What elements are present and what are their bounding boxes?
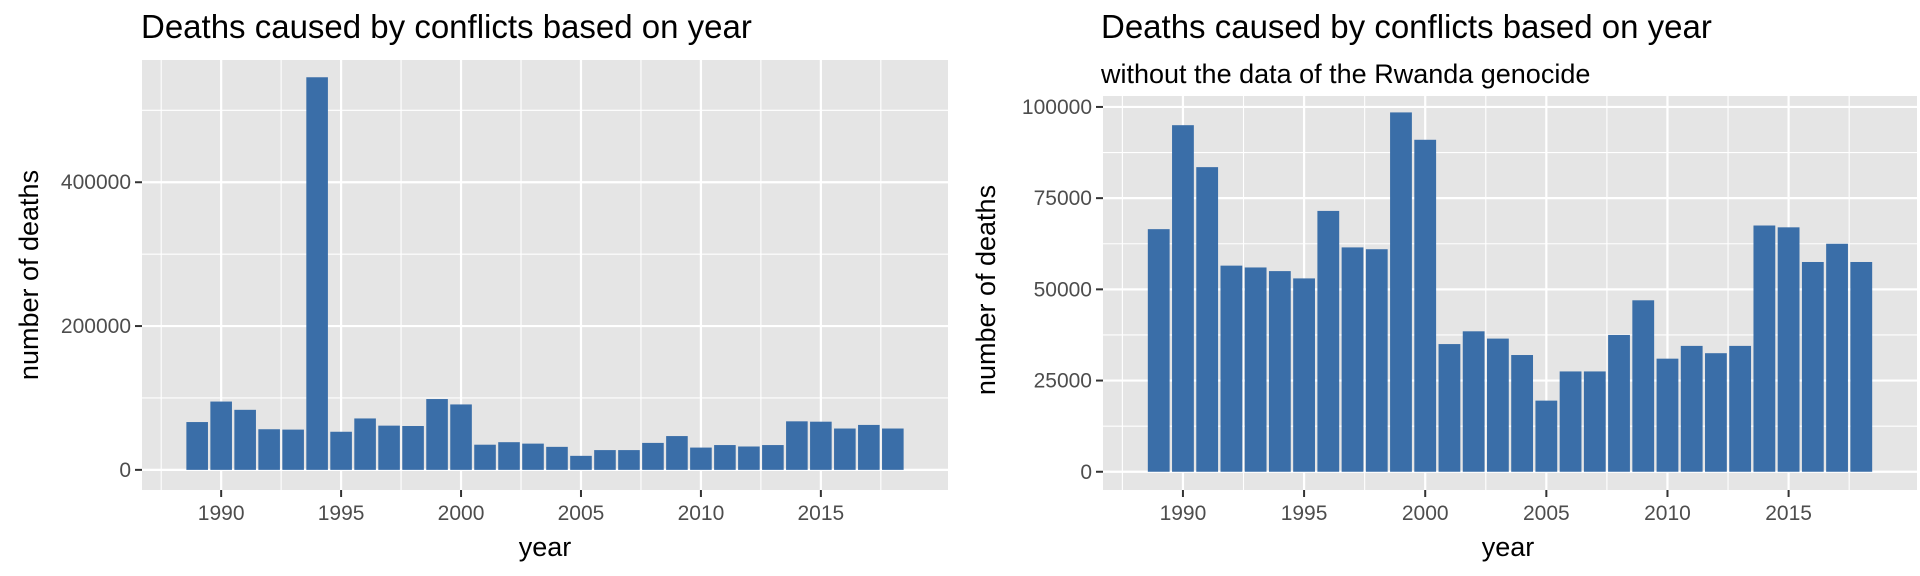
chart-right-bar xyxy=(1680,345,1703,472)
chart-left-title: Deaths caused by conflicts based on year xyxy=(141,8,752,45)
chart-right-axes: 1990 1995 2000 2005 2010 2015 0 25000 50000 75000… xyxy=(1022,96,1812,525)
chart-left-x-tick-label: 1995 xyxy=(318,502,365,525)
chart-left-bar xyxy=(330,431,352,470)
chart-right-bar xyxy=(1559,371,1582,472)
chart-right-bar xyxy=(1535,400,1558,472)
chart-right-bar xyxy=(1729,345,1752,472)
chart-right-bar xyxy=(1753,225,1776,472)
chart-right-bar xyxy=(1196,167,1219,472)
chart-left-y-tick-label: 0 xyxy=(119,459,131,482)
chart-right-bar xyxy=(1656,358,1679,472)
chart-right-bar xyxy=(1341,247,1364,472)
chart-right-bar xyxy=(1826,243,1848,472)
chart-right-bar xyxy=(1777,227,1800,472)
chart-right-y-tick-label: 75000 xyxy=(1034,187,1092,210)
chart-right-y-tick-label: 0 xyxy=(1080,461,1092,484)
chart-right-y-axis-title: number of deaths xyxy=(971,185,1001,395)
chart-right-bar xyxy=(1220,265,1243,472)
chart-left-bar xyxy=(714,445,736,470)
chart-left-bar xyxy=(882,428,904,470)
chart-right-bar xyxy=(1390,112,1412,472)
chart-right-bar xyxy=(1486,338,1509,472)
chart-right-bar xyxy=(1801,261,1824,472)
chart-right-bar xyxy=(1511,355,1534,472)
chart-left-bar xyxy=(546,446,568,470)
chart-left-bar xyxy=(450,404,472,470)
chart-right-bar xyxy=(1705,353,1727,472)
chart-left-x-tick-label: 2005 xyxy=(558,502,605,525)
chart-right-bar xyxy=(1244,267,1267,472)
chart-right-x-tick-label: 2010 xyxy=(1644,502,1691,525)
chart-left-bar xyxy=(786,421,808,470)
chart-left-bar xyxy=(306,77,328,470)
chart-left-x-tick-label: 2010 xyxy=(678,502,725,525)
chart-left-bar xyxy=(402,426,424,470)
chart-right-bar xyxy=(1293,278,1315,472)
chart-right-bar xyxy=(1317,210,1340,472)
chart-right-bar xyxy=(1365,249,1388,472)
chart-right-bar xyxy=(1147,229,1170,472)
chart-left-bar xyxy=(834,428,856,470)
chart-left-axes: 1990 1995 2000 2005 2010 2015 0 200000 400000 xyxy=(61,171,844,525)
chart-left-x-tick-label: 1990 xyxy=(198,502,245,525)
chart-right-bar xyxy=(1414,139,1437,472)
chart-left-bar xyxy=(354,418,376,470)
chart-left-bar xyxy=(642,442,664,470)
chart-left: Deaths caused by conflicts based on year… xyxy=(14,8,948,562)
chart-right-x-axis-title: year xyxy=(1482,532,1535,562)
chart-left-bar xyxy=(810,421,832,470)
chart-right-subtitle: without the data of the Rwanda genocide xyxy=(1100,59,1590,89)
chart-left-x-tick-label: 2015 xyxy=(798,502,845,525)
chart-left-bar xyxy=(738,446,760,470)
chart-left-bar xyxy=(378,425,400,470)
chart-left-x-tick-label: 2000 xyxy=(438,502,485,525)
chart-right-y-tick-label: 100000 xyxy=(1022,96,1092,119)
chart-right-title: Deaths caused by conflicts based on year xyxy=(1101,8,1712,45)
chart-right-bar xyxy=(1438,344,1461,472)
chart-left-x-axis-title: year xyxy=(519,532,572,562)
chart-left-bar xyxy=(474,444,496,470)
chart-left-panel xyxy=(142,60,948,490)
chart-right-bar xyxy=(1172,125,1194,472)
chart-right-bar xyxy=(1268,271,1291,472)
chart-left-y-axis-title: number of deaths xyxy=(14,170,44,380)
chart-left-bar xyxy=(210,401,232,470)
chart-left-bar xyxy=(258,429,280,470)
chart-right-bar xyxy=(1632,300,1655,472)
chart-right-x-tick-label: 2000 xyxy=(1402,502,1449,525)
chart-right-y-tick-label: 50000 xyxy=(1034,278,1092,301)
chart-left-bar xyxy=(666,436,688,470)
chart-right-bar xyxy=(1608,334,1630,472)
chart-left-bar xyxy=(858,424,880,470)
chart-left-bar xyxy=(570,455,592,470)
chart-left-bar xyxy=(186,422,208,470)
chart-left-bar xyxy=(498,442,520,470)
chart-right-bar xyxy=(1850,261,1873,472)
chart-left-bar xyxy=(594,450,616,470)
chart-right-bars xyxy=(1147,112,1873,472)
chart-right-x-tick-label: 1990 xyxy=(1160,502,1207,525)
chart-left-bar xyxy=(690,447,712,470)
chart-right-bar xyxy=(1462,331,1485,472)
chart-left-bar xyxy=(522,443,544,470)
chart-left-bar xyxy=(762,445,784,470)
chart-right: Deaths caused by conflicts based on year… xyxy=(971,8,1917,562)
chart-right-x-tick-label: 2015 xyxy=(1765,502,1812,525)
chart-right-x-tick-label: 2005 xyxy=(1523,502,1570,525)
chart-left-bars xyxy=(186,77,904,470)
chart-left-y-tick-label: 400000 xyxy=(61,171,131,194)
chart-left-bar xyxy=(618,450,640,470)
chart-left-bar xyxy=(234,409,256,470)
chart-right-y-tick-label: 25000 xyxy=(1034,370,1092,393)
chart-right-bar xyxy=(1583,371,1606,472)
chart-left-bar xyxy=(426,399,448,470)
chart-left-y-tick-label: 200000 xyxy=(61,315,131,338)
chart-right-x-tick-label: 1995 xyxy=(1281,502,1328,525)
chart-left-bar xyxy=(282,429,304,470)
